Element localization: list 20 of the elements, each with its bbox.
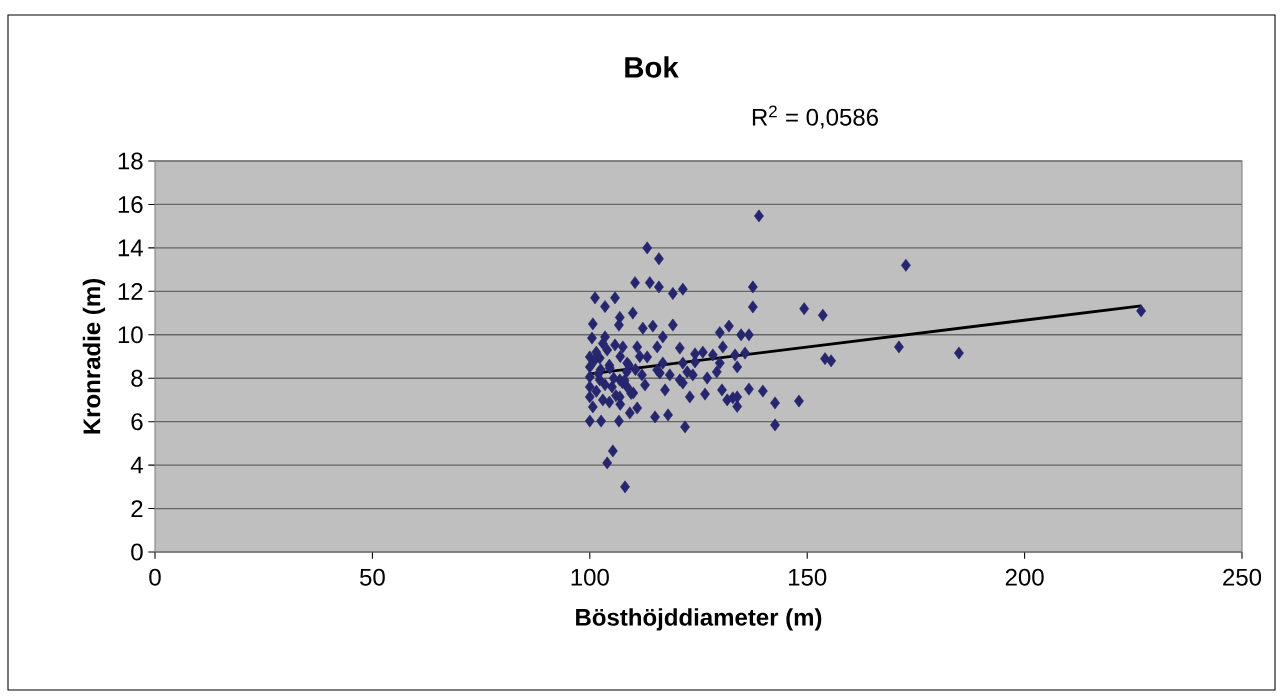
x-tick-label: 150 bbox=[789, 568, 827, 586]
x-tick-label: 200 bbox=[1005, 568, 1044, 586]
x-tick-label: 0 bbox=[149, 568, 161, 586]
y-tick-label: 18 bbox=[118, 152, 143, 170]
y-tick-label: 8 bbox=[131, 369, 143, 387]
chart-title: Bok bbox=[625, 56, 679, 78]
y-tick-label: 6 bbox=[131, 413, 143, 431]
x-tick-label: 50 bbox=[360, 568, 385, 586]
y-tick-label: 0 bbox=[131, 543, 143, 561]
x-tick-label: 100 bbox=[571, 568, 609, 586]
y-tick-label: 10 bbox=[118, 326, 143, 344]
text: R$^{2}$ = 0,0586 bbox=[752, 105, 878, 129]
y-axis-title: Kronradie (m) bbox=[82, 279, 106, 434]
y-tick-label: 12 bbox=[118, 282, 143, 300]
y-tick-label: 16 bbox=[118, 195, 143, 213]
y-tick-label: 4 bbox=[130, 456, 143, 474]
x-tick-label: 250 bbox=[1223, 568, 1262, 586]
x-axis-title: Bösthöjddiameter (m) bbox=[576, 608, 822, 631]
y-tick-label: 2 bbox=[131, 500, 143, 517]
y-tick-label: 14 bbox=[118, 239, 143, 257]
